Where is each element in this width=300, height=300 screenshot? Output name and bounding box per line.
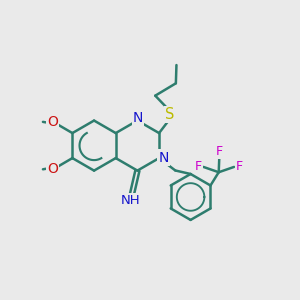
Text: F: F: [236, 160, 243, 173]
Text: N: N: [158, 151, 169, 164]
Text: N: N: [133, 111, 143, 125]
Text: NH: NH: [121, 194, 140, 207]
Text: O: O: [47, 115, 58, 129]
Text: S: S: [165, 107, 174, 122]
Text: O: O: [47, 162, 58, 176]
Text: F: F: [194, 160, 202, 173]
Text: F: F: [216, 145, 223, 158]
